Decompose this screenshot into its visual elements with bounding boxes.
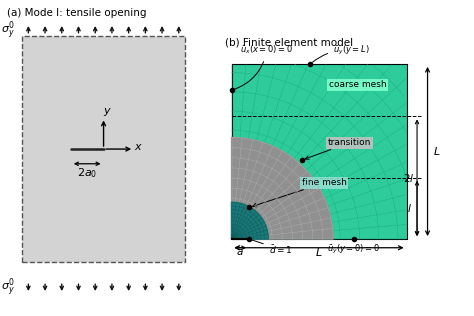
Text: $\bar{d}=1$: $\bar{d}=1$ <box>252 240 292 256</box>
Text: $l$: $l$ <box>407 202 411 214</box>
Text: (a) Mode I: tensile opening: (a) Mode I: tensile opening <box>7 8 146 18</box>
Text: $x$: $x$ <box>134 142 143 152</box>
Text: fine mesh: fine mesh <box>253 179 346 207</box>
Text: $L$: $L$ <box>433 145 440 157</box>
Bar <box>231 64 407 239</box>
Text: $\bar{u}_y(y=L)$: $\bar{u}_y(y=L)$ <box>312 43 370 62</box>
Text: $\bar{u}_x(x=0)=0$: $\bar{u}_x(x=0)=0$ <box>234 44 293 89</box>
Polygon shape <box>231 202 268 239</box>
Text: $y$: $y$ <box>103 106 112 118</box>
Text: (b) Finite element model: (b) Finite element model <box>225 38 353 48</box>
Text: $\bar{u}_y(y=0)=0$: $\bar{u}_y(y=0)=0$ <box>328 239 381 256</box>
Text: $L$: $L$ <box>315 246 323 258</box>
Bar <box>22 36 185 262</box>
Text: $a$: $a$ <box>237 247 244 257</box>
Polygon shape <box>231 137 333 239</box>
Text: $2l$: $2l$ <box>402 172 414 184</box>
Text: $\sigma_y^0$: $\sigma_y^0$ <box>1 276 15 299</box>
Text: coarse mesh: coarse mesh <box>329 81 386 89</box>
Text: $\sigma_y^0$: $\sigma_y^0$ <box>1 19 15 42</box>
Text: $2a_0$: $2a_0$ <box>77 166 97 180</box>
Text: transition: transition <box>305 138 371 159</box>
